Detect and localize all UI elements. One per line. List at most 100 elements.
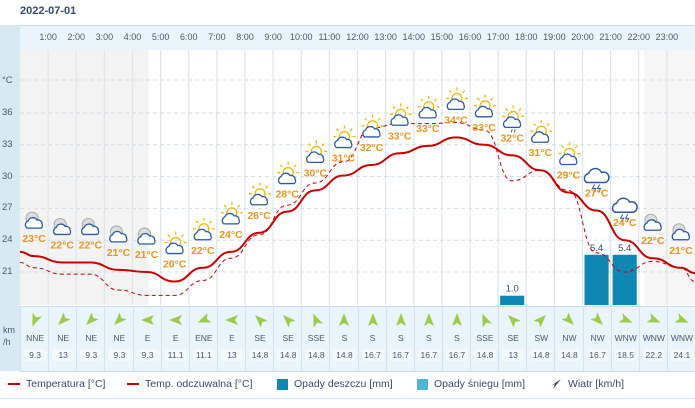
wind-arrow-icon bbox=[508, 315, 521, 327]
wind-speed: 14.8 bbox=[558, 349, 581, 361]
moon-cloud-icon bbox=[52, 217, 72, 236]
wind-direction: NE bbox=[57, 333, 70, 343]
sun-ray bbox=[574, 145, 578, 149]
hour-label: 15:00 bbox=[430, 32, 454, 42]
hour-label: 8:00 bbox=[236, 32, 254, 42]
wind-direction: NNE bbox=[26, 333, 45, 343]
wind-direction: WNW bbox=[642, 333, 665, 343]
temperature-label: 33°C bbox=[472, 122, 496, 134]
wind-arrow-icon bbox=[283, 315, 296, 327]
cloud-shape bbox=[418, 106, 437, 119]
temperature-label: 20°C bbox=[163, 259, 187, 271]
wind-row: NNE 9.3 NE 13 NE 9.3 NE 9.3 E 9.3 E 11.1 ENE 11.1 E 13 S… bbox=[20, 306, 695, 372]
hour-label: 13:00 bbox=[374, 32, 397, 42]
temperature-label: 23°C bbox=[22, 233, 46, 245]
y-tick-label: 21 bbox=[2, 266, 13, 277]
temperature-label: 31°C bbox=[332, 153, 356, 165]
moon-cloud-icon bbox=[137, 227, 156, 245]
cloud-shape bbox=[52, 223, 72, 236]
wind-direction: SE bbox=[282, 333, 294, 343]
temperature-label: 22°C bbox=[79, 239, 103, 251]
hour-label: 19:00 bbox=[543, 32, 566, 42]
wind-cell: S 16.7 bbox=[441, 307, 471, 371]
sun-ray bbox=[293, 164, 297, 168]
wind-unit: km/h bbox=[3, 325, 15, 347]
sun-cloud-icon bbox=[530, 120, 553, 143]
legend-feels-like[interactable]: Temp. odczuwalna [°C] bbox=[127, 378, 253, 390]
wind-direction: SSE bbox=[476, 333, 494, 343]
cloud-shape bbox=[109, 230, 128, 243]
temperature-label: 33°C bbox=[416, 123, 440, 135]
y-tick-label: 33 bbox=[2, 138, 13, 150]
wind-speed: 14.8 bbox=[249, 349, 272, 361]
temperature-label: 21°C bbox=[669, 245, 693, 257]
sun-ray bbox=[561, 145, 565, 149]
temperature-chart: 1.0 5.4 5.4 23°C 22°C 22°C 21°C 21°C 20°C 22°C 24°… bbox=[19, 50, 695, 305]
feels-swatch bbox=[127, 383, 139, 385]
temperature-line bbox=[19, 136, 695, 283]
wind-arrow-icon bbox=[114, 313, 127, 325]
wind-speed: 9.3 bbox=[80, 349, 103, 361]
wind-direction: E bbox=[144, 333, 151, 343]
wind-speed: 14.8 bbox=[277, 349, 300, 361]
legend-snow[interactable]: Opady śniegu [mm] bbox=[417, 378, 525, 390]
rain-drops bbox=[510, 129, 516, 133]
hour-label: 18:00 bbox=[514, 32, 538, 42]
cloud-shape bbox=[502, 116, 522, 129]
sun-cloud-icon bbox=[445, 87, 468, 111]
temperature-label: 28°C bbox=[275, 189, 299, 201]
sun-cloud-rain-icon bbox=[502, 105, 525, 133]
sun-ray bbox=[533, 123, 537, 127]
wind-arrow-icon bbox=[367, 313, 378, 326]
cloud-shape bbox=[334, 136, 353, 149]
wind-speed: 13 bbox=[502, 349, 525, 361]
cloud-shape bbox=[137, 232, 156, 245]
temperature-label: 22°C bbox=[50, 239, 74, 251]
wind-cell: SE 13 bbox=[498, 307, 527, 371]
legend-temperature[interactable]: Temperatura [°C] bbox=[8, 378, 105, 390]
y-tick-label: 36 bbox=[2, 107, 13, 118]
legend-wind[interactable]: Wiatr [km/h] bbox=[550, 378, 624, 390]
wind-speed: 18.5 bbox=[614, 349, 637, 361]
hour-label: 1:00 bbox=[39, 32, 57, 42]
sun-cloud-icon bbox=[164, 231, 187, 255]
sun-ray bbox=[209, 220, 213, 224]
wind-speed: 16.7 bbox=[445, 349, 468, 361]
wind-cell: ENE 11.1 bbox=[188, 307, 218, 371]
wind-direction: SW bbox=[534, 333, 549, 343]
cloud-shape bbox=[474, 105, 494, 118]
wind-arrow-icon bbox=[313, 313, 324, 327]
wind-arrow-icon bbox=[58, 313, 71, 325]
cloud-shape bbox=[81, 223, 100, 236]
wind-speed: 14.8 bbox=[333, 349, 356, 361]
wind-arrow-icon bbox=[168, 315, 182, 325]
wind-cell: S 16.7 bbox=[357, 307, 387, 371]
hour-label: 21:00 bbox=[599, 32, 622, 42]
moon-cloud-icon bbox=[671, 223, 690, 241]
moon-cloud-icon bbox=[109, 225, 128, 243]
feels-like-line bbox=[19, 122, 695, 296]
wind-cell: S 16.7 bbox=[413, 307, 443, 371]
wind-arrow-icon bbox=[551, 379, 561, 389]
moon-cloud-icon bbox=[24, 211, 44, 229]
wind-speed: 9.3 bbox=[136, 349, 159, 361]
wind-speed: 13 bbox=[52, 349, 75, 361]
wind-arrow-icon bbox=[482, 313, 492, 327]
legend-rain[interactable]: Opady deszczu [mm] bbox=[277, 378, 393, 390]
cloud-shape bbox=[249, 193, 269, 206]
temperature-label: 32°C bbox=[360, 142, 384, 154]
wind-direction: ENE bbox=[195, 333, 213, 343]
sun-cloud-icon bbox=[361, 114, 384, 138]
wind-speed: 9.3 bbox=[108, 349, 131, 361]
sun-ray bbox=[490, 97, 494, 101]
cloud-shape bbox=[559, 153, 578, 166]
wind-arrow-icon bbox=[618, 313, 633, 323]
wind-speed: 24.1 bbox=[670, 349, 693, 361]
wind-arrow-icon bbox=[562, 313, 575, 325]
lightning bbox=[591, 184, 602, 193]
sun-cloud-icon bbox=[389, 103, 412, 126]
temp-swatch bbox=[8, 383, 20, 385]
wind-cell: NNE 9.3 bbox=[20, 307, 49, 371]
wind-cell: NE 9.3 bbox=[76, 307, 105, 371]
hour-label: 2:00 bbox=[67, 32, 86, 42]
